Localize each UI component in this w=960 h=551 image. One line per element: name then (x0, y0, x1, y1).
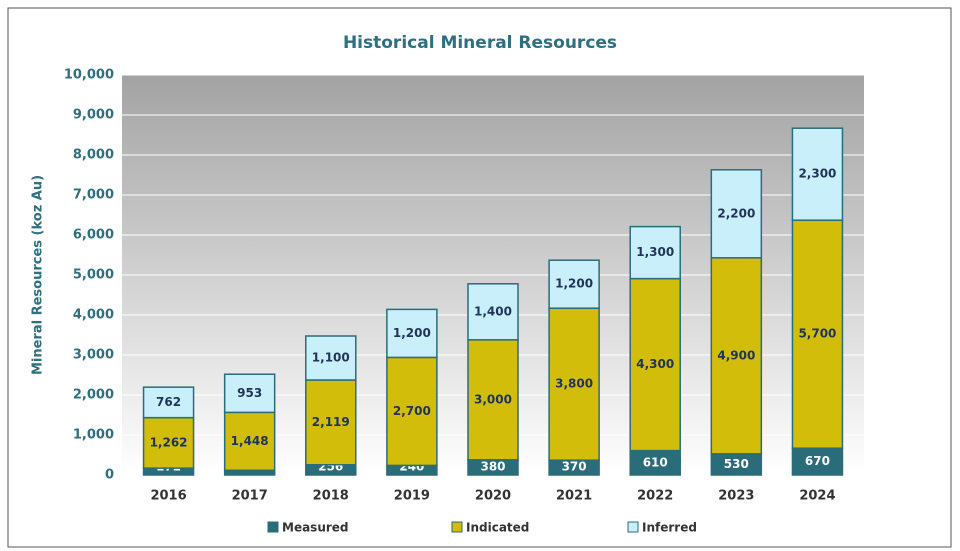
bar-segment (305, 335, 357, 381)
data-label: 1,100 (312, 351, 350, 365)
y-tick-label: 1,000 (73, 428, 114, 443)
y-axis-label: Mineral Resources (koz Au) (31, 175, 46, 375)
data-label: 1,200 (555, 277, 593, 291)
data-label: 380 (480, 460, 505, 474)
legend-label: Measured (282, 521, 349, 535)
legend-label: Indicated (466, 521, 529, 535)
x-tick-label: 2017 (232, 489, 268, 504)
bar-segment (791, 447, 844, 476)
bar-segment (142, 416, 195, 469)
data-label: 762 (156, 395, 181, 409)
x-tick-label: 2023 (718, 489, 754, 504)
y-tick-label: 3,000 (73, 348, 114, 363)
data-label: 1,262 (150, 435, 188, 449)
x-tick-label: 2024 (799, 489, 835, 504)
bar-segment (629, 277, 681, 452)
y-tick-label: 4,000 (73, 308, 114, 323)
data-label: 2,200 (717, 206, 755, 220)
bar-segment (710, 169, 763, 259)
legend-swatch (267, 521, 279, 533)
bar-segment (548, 259, 600, 309)
y-tick-label: 8,000 (73, 148, 114, 163)
y-tick-label: 7,000 (73, 188, 114, 203)
data-label: 953 (237, 386, 262, 400)
bar-segment (629, 225, 681, 280)
data-label: 1,448 (231, 434, 269, 448)
bar-segment (467, 283, 519, 341)
data-label: 1,300 (636, 245, 674, 259)
x-tick-label: 2022 (637, 489, 673, 504)
y-tick-label: 10,000 (64, 68, 114, 83)
y-tick-label: 5,000 (73, 268, 114, 283)
legend-label: Inferred (642, 521, 697, 535)
bar-segment (142, 386, 195, 419)
legend-swatch (451, 521, 463, 533)
data-label: 2,300 (798, 167, 836, 181)
bar-segment (223, 411, 276, 472)
data-label: 610 (643, 455, 668, 469)
data-label: 530 (724, 457, 749, 471)
y-tick-label: 9,000 (73, 108, 114, 123)
data-label: 3,800 (555, 377, 593, 391)
x-tick-label: 2018 (313, 489, 349, 504)
bar-segment (791, 127, 844, 221)
x-tick-label: 2019 (394, 489, 430, 504)
data-label: 4,900 (717, 348, 755, 362)
bar-segment (548, 307, 600, 461)
bar-segment (386, 356, 438, 467)
x-tick-label: 2020 (475, 489, 511, 504)
bar-segment (223, 373, 276, 414)
bar-segment (467, 339, 519, 461)
data-label: 2,119 (312, 415, 350, 429)
y-tick-label: 6,000 (73, 228, 114, 243)
data-label: 1,400 (474, 304, 512, 318)
data-label: 5,700 (798, 327, 836, 341)
data-label: 670 (805, 454, 830, 468)
data-label: 1,200 (393, 326, 431, 340)
y-tick-label: 2,000 (73, 388, 114, 403)
data-label: 3,000 (474, 392, 512, 406)
x-tick-label: 2021 (556, 489, 592, 504)
data-label: 370 (562, 460, 587, 474)
y-tick-label: 0 (105, 468, 114, 483)
chart-title: Historical Mineral Resources (343, 33, 617, 53)
bar-segment (386, 308, 438, 359)
x-tick-label: 2016 (150, 489, 186, 504)
legend-swatch (627, 521, 639, 533)
data-label: 4,300 (636, 357, 674, 371)
data-label: 2,700 (393, 404, 431, 418)
